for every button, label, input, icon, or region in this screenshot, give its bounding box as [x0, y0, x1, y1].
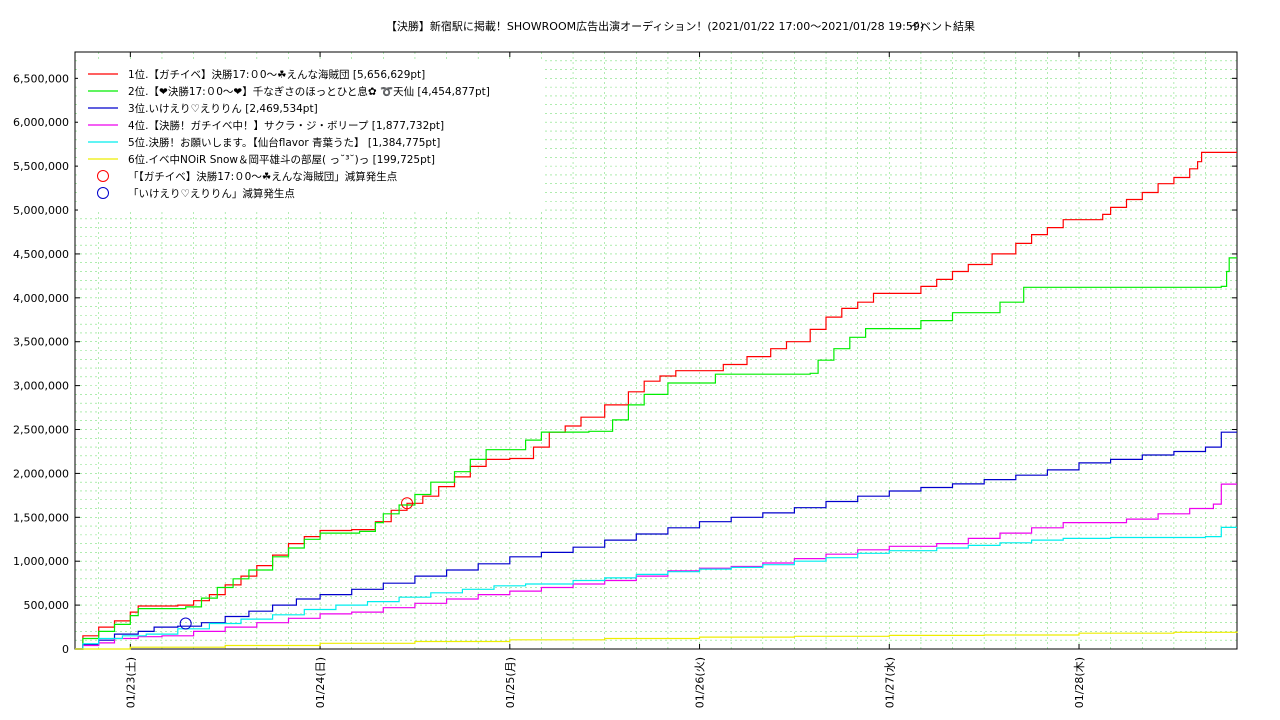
series-layer	[75, 151, 1238, 650]
y-tick-label: 5,000,000	[13, 204, 69, 217]
legend-label: 「いけえり♡えりりん」減算発生点	[128, 187, 295, 200]
x-tick-label: 01/26(火)	[694, 657, 707, 708]
legend-label: 「【ガチイベ】決勝17:０0〜☘えんな海賊団」減算発生点	[128, 170, 397, 183]
deduction-marker-1	[401, 497, 414, 510]
legend: 1位.【ガチイベ】決勝17:０0〜☘えんな海賊団 [5,656,629pt] 2位…	[78, 60, 544, 212]
y-tick-label: 1,000,000	[13, 555, 69, 568]
y-tick-label: 3,500,000	[13, 336, 69, 349]
series-line-4	[75, 483, 1237, 650]
x-tick-label: 01/25(月)	[504, 657, 517, 708]
series-line-5	[75, 526, 1237, 650]
y-tick-label: 4,500,000	[13, 248, 69, 261]
markers-layer	[179, 497, 414, 630]
legend-label: 3位.いけえり♡えりりん [2,469,534pt]	[128, 102, 318, 115]
x-tick-label: 01/23(土)	[124, 657, 137, 708]
legend-label: 5位.決勝！お願いします。【仙台flavor 青葉うた】 [1,384,775p…	[128, 136, 440, 149]
y-tick-label: 5,500,000	[13, 160, 69, 173]
legend-box	[78, 60, 544, 212]
y-tick-label: 500,000	[24, 599, 70, 612]
x-axis: 01/23(土) 01/24(日) 01/25(月) 01/26(火) 01/27(水)…	[124, 52, 1086, 708]
x-tick-label: 01/28(木)	[1073, 657, 1086, 708]
legend-label: 4位.【決勝！ガチイベ中！】サクラ・ジ・ボリープ [1,877,732pt]	[128, 119, 444, 132]
y-tick-label: 6,000,000	[13, 116, 69, 129]
y-tick-label: 4,000,000	[13, 292, 69, 305]
series-line-2	[75, 257, 1237, 650]
y-tick-label: 2,000,000	[13, 467, 69, 480]
y-tick-label: 6,500,000	[13, 72, 69, 85]
y-tick-label: 1,500,000	[13, 511, 69, 524]
y-axis: 0 500,000 1,000,000 1,500,000 2,000,000 2,500…	[13, 72, 1237, 656]
legend-label: 2位.【❤決勝17:０0〜❤】千なぎさのほっとひと息✿ ➰天仙 [4,454,8…	[128, 85, 490, 98]
grid	[75, 52, 1237, 649]
chart-title: 【決勝】新宿駅に掲載！SHOWROOM広告出演オーディション！(2021/01/…	[386, 19, 924, 33]
legend-marker-swatch	[97, 170, 109, 182]
legend-label: 1位.【ガチイベ】決勝17:０0〜☘えんな海賊団 [5,656,629pt]	[128, 68, 425, 81]
deduction-marker-2	[179, 617, 192, 630]
chart-subtitle: イベント結果	[909, 19, 975, 33]
plot-frame	[74, 51, 1238, 650]
legend-marker-swatch	[97, 187, 109, 199]
y-tick-label: 3,000,000	[13, 380, 69, 393]
y-tick-label: 2,500,000	[13, 424, 69, 437]
legend-label: 6位.イベ中NOiR Snow＆岡平雄斗の部屋( っ˘³˘)っ [199,725…	[128, 153, 435, 166]
y-tick-label: 0	[62, 643, 69, 656]
series-line-6	[75, 631, 1238, 650]
x-tick-label: 01/24(日)	[314, 657, 327, 708]
series-line-3	[75, 431, 1237, 650]
x-tick-label: 01/27(水)	[883, 657, 896, 708]
